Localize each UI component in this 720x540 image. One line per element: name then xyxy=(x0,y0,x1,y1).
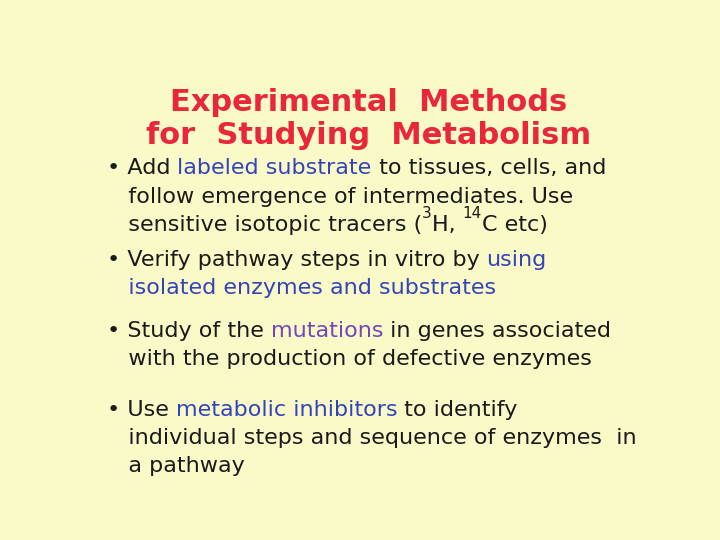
Text: • Add: • Add xyxy=(107,158,177,178)
Text: using: using xyxy=(487,250,547,270)
Text: • Verify pathway steps in vitro by: • Verify pathway steps in vitro by xyxy=(107,250,487,270)
Text: follow emergence of intermediates. Use: follow emergence of intermediates. Use xyxy=(107,187,573,207)
Text: to tissues, cells, and: to tissues, cells, and xyxy=(372,158,606,178)
Text: • Study of the: • Study of the xyxy=(107,321,271,341)
Text: 3: 3 xyxy=(422,206,432,221)
Text: individual steps and sequence of enzymes  in: individual steps and sequence of enzymes… xyxy=(107,428,636,448)
Text: mutations: mutations xyxy=(271,321,383,341)
Text: Experimental  Methods: Experimental Methods xyxy=(171,87,567,117)
Text: for  Studying  Metabolism: for Studying Metabolism xyxy=(146,121,592,150)
Text: in genes associated: in genes associated xyxy=(383,321,611,341)
Text: • Use: • Use xyxy=(107,400,176,420)
Text: sensitive isotopic tracers (: sensitive isotopic tracers ( xyxy=(107,215,422,235)
Text: C etc): C etc) xyxy=(482,215,548,235)
Text: H,: H, xyxy=(432,215,462,235)
Text: isolated enzymes and substrates: isolated enzymes and substrates xyxy=(107,278,496,298)
Text: to identify: to identify xyxy=(397,400,518,420)
Text: a pathway: a pathway xyxy=(107,456,245,476)
Text: 14: 14 xyxy=(462,206,482,221)
Text: metabolic inhibitors: metabolic inhibitors xyxy=(176,400,397,420)
Text: with the production of defective enzymes: with the production of defective enzymes xyxy=(107,349,592,369)
Text: labeled substrate: labeled substrate xyxy=(177,158,372,178)
